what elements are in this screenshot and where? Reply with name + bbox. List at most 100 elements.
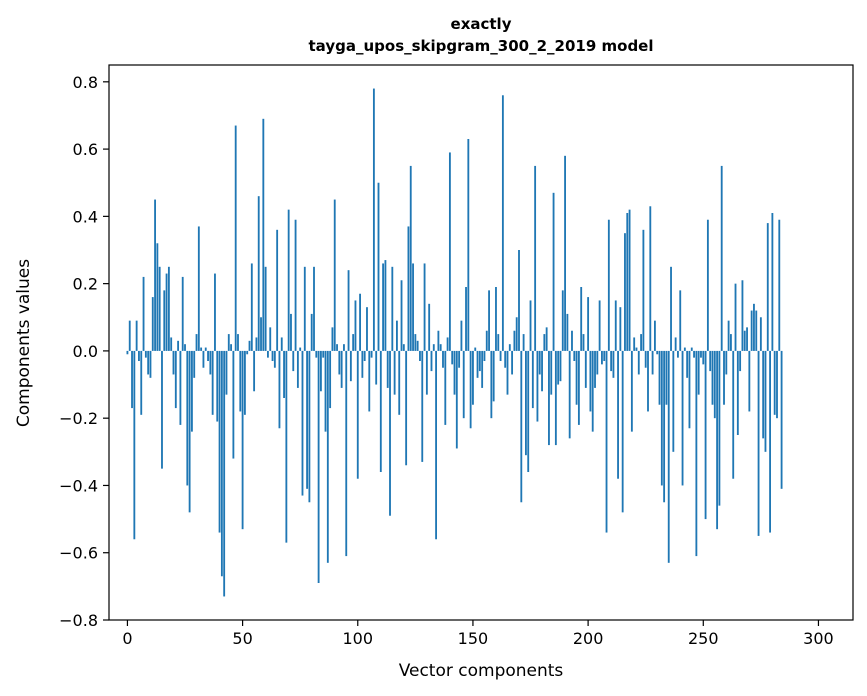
bar-234: [665, 350, 668, 405]
bar-169: [515, 317, 518, 351]
bar-133: [432, 344, 435, 351]
bar-121: [405, 350, 408, 466]
bar-209: [607, 219, 610, 351]
bar-242: [683, 347, 686, 351]
bar-74: [296, 350, 299, 388]
y-tick-label-5: 0.2: [73, 275, 98, 294]
bar-4: [135, 320, 138, 351]
y-tick-label-6: 0.4: [73, 207, 98, 226]
bar-84: [319, 350, 322, 392]
bar-2: [131, 350, 133, 409]
bar-73: [294, 219, 297, 351]
bar-276: [762, 350, 765, 439]
bar-181: [543, 334, 546, 351]
bar-57: [257, 196, 260, 351]
bar-60: [264, 266, 267, 351]
bar-117: [396, 320, 398, 351]
bar-127: [419, 350, 421, 361]
bar-45: [230, 344, 232, 351]
bar-85: [322, 350, 325, 358]
bar-83: [317, 350, 320, 583]
bar-47: [234, 125, 237, 351]
bar-279: [769, 350, 771, 533]
bar-98: [352, 334, 355, 351]
bar-216: [624, 233, 626, 351]
bar-137: [442, 350, 444, 368]
x-tick-label-250: 250: [688, 629, 719, 648]
bar-8: [144, 350, 147, 358]
bar-214: [619, 307, 622, 351]
bar-266: [739, 350, 742, 372]
bar-41: [220, 350, 223, 577]
bar-36: [209, 350, 212, 375]
bar-65: [276, 229, 279, 351]
y-tick-label-3: −0.2: [59, 409, 98, 428]
y-tick-label-4: 0.0: [73, 342, 98, 361]
bar-24: [181, 276, 184, 351]
bar-212: [614, 300, 617, 351]
bar-142: [453, 350, 456, 395]
bar-171: [520, 350, 523, 503]
bar-29: [193, 350, 196, 378]
bar-96: [347, 270, 350, 351]
bar-280: [771, 213, 774, 351]
bar-236: [670, 266, 672, 351]
bar-21: [174, 350, 177, 409]
bar-122: [407, 226, 410, 351]
bar-81: [313, 266, 315, 351]
bar-227: [649, 206, 652, 351]
bar-143: [455, 350, 458, 449]
bar-5: [138, 350, 140, 361]
bar-19: [170, 337, 173, 351]
bar-275: [759, 317, 762, 351]
bar-165: [506, 350, 509, 395]
bar-253: [709, 350, 712, 372]
bar-213: [617, 350, 619, 479]
bar-255: [713, 350, 716, 419]
bar-140: [448, 152, 451, 351]
bar-54: [250, 263, 253, 351]
bar-9: [147, 350, 150, 375]
bar-161: [497, 334, 500, 351]
bar-203: [594, 350, 596, 388]
bar-268: [743, 330, 746, 351]
bar-49: [239, 350, 242, 412]
bar-31: [197, 226, 200, 351]
bar-168: [513, 330, 516, 351]
bar-35: [207, 350, 209, 361]
bar-46: [232, 350, 235, 459]
bar-160: [495, 287, 497, 351]
bar-11: [151, 297, 154, 351]
chart-subtitle: tayga_upos_skipgram_300_2_2019 model: [309, 37, 654, 55]
bar-205: [598, 300, 601, 351]
bar-155: [483, 350, 486, 361]
bar-119: [400, 280, 403, 351]
bar-86: [324, 350, 327, 432]
bar-222: [637, 350, 640, 375]
bar-254: [711, 350, 714, 405]
bar-13: [156, 243, 159, 351]
bar-67: [280, 337, 283, 351]
bar-204: [596, 350, 599, 375]
bar-223: [640, 334, 643, 351]
x-tick-label-150: 150: [458, 629, 489, 648]
bar-271: [750, 310, 753, 351]
bar-87: [326, 350, 329, 563]
bar-125: [414, 334, 417, 351]
bar-118: [398, 350, 401, 415]
bar-135: [437, 330, 440, 351]
bar-112: [384, 260, 387, 351]
bar-52: [246, 350, 249, 355]
plot-frame: [108, 64, 854, 621]
bar-283: [778, 219, 781, 351]
bar-277: [764, 350, 767, 452]
bar-263: [732, 350, 735, 479]
bar-262: [730, 334, 732, 351]
bar-235: [667, 350, 670, 563]
bar-176: [531, 350, 534, 409]
bar-131: [428, 303, 431, 351]
bar-70: [287, 209, 290, 351]
x-axis: 0 50 100 150 200 250 300: [122, 620, 834, 648]
bar-78: [306, 350, 309, 489]
bar-194: [573, 350, 576, 361]
